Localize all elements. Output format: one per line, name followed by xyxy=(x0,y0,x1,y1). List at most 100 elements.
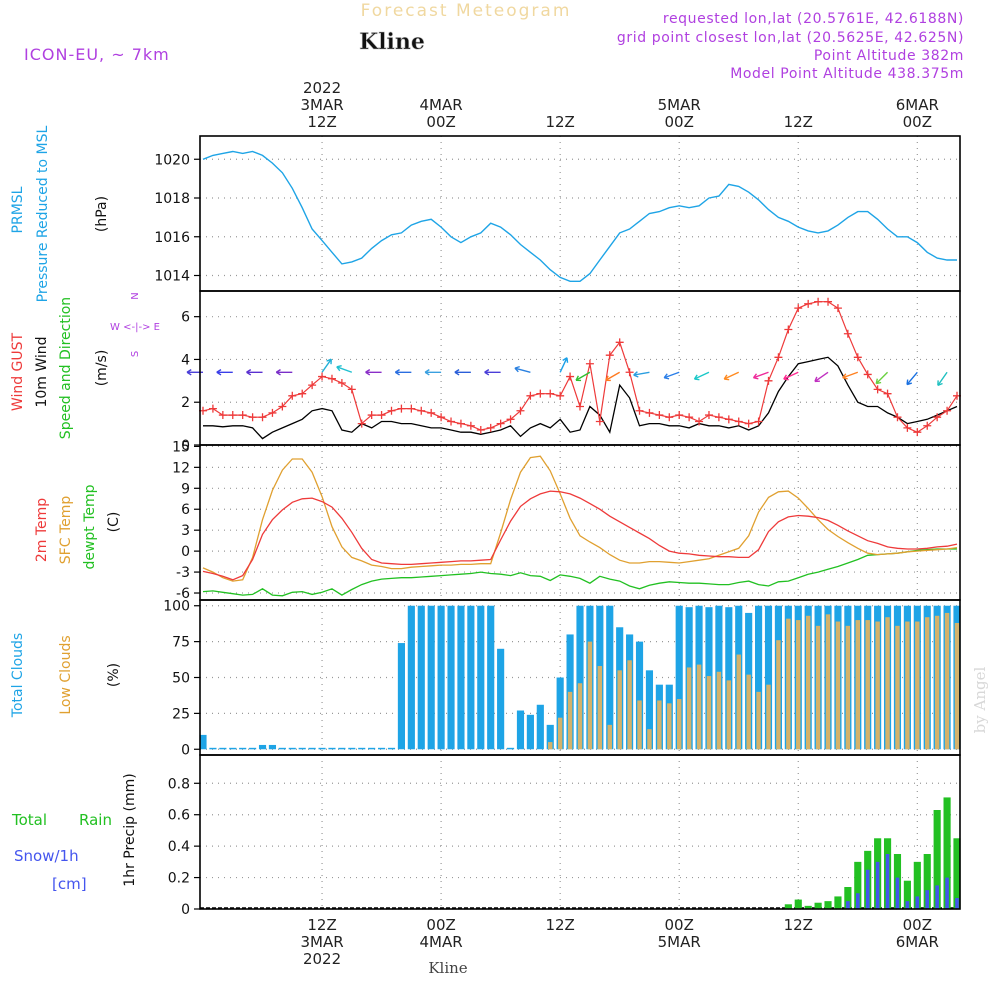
wind-direction-arrow xyxy=(814,371,829,383)
low-clouds-bar xyxy=(925,617,930,750)
gust-marker xyxy=(883,389,892,398)
compass-ew: W <-|-> E xyxy=(110,322,160,333)
total-clouds-bar xyxy=(199,734,207,750)
wind-label: 10m Wind xyxy=(34,336,50,407)
temp2m-line xyxy=(202,490,958,581)
wind-arrow-head xyxy=(783,374,789,381)
wind-direction-arrow xyxy=(723,371,740,380)
wind-arrow-head xyxy=(663,373,670,380)
wind-arrow-head xyxy=(633,371,639,378)
low-clouds-bar xyxy=(845,625,851,750)
gust-marker xyxy=(288,391,297,400)
gust-marker xyxy=(754,417,763,426)
time-label-bottom: 00Z xyxy=(426,916,455,934)
gust-marker xyxy=(447,417,456,426)
snow-bar xyxy=(915,896,920,909)
gust-marker xyxy=(437,413,446,422)
total-clouds-bar xyxy=(427,605,435,750)
low-clouds-label: Low Clouds xyxy=(58,635,74,714)
y-tick-label: 1016 xyxy=(154,230,190,246)
low-clouds-bar xyxy=(617,670,622,750)
gust-marker xyxy=(605,351,614,360)
pressure-label-1: PRMSL xyxy=(10,186,26,233)
wind-unit: (m/s) xyxy=(94,350,110,387)
rain-bar xyxy=(824,901,832,909)
wind-arrow-head xyxy=(842,373,848,380)
total-clouds-bar xyxy=(338,747,346,750)
gust-marker xyxy=(397,404,406,413)
pressure-line xyxy=(202,150,957,282)
snow-bar xyxy=(875,861,880,909)
time-label-bottom: 4MAR xyxy=(420,933,463,951)
low-clouds-bar xyxy=(786,618,791,750)
y-tick-label: -6 xyxy=(176,586,190,602)
rain-bar xyxy=(804,905,812,909)
total-clouds-bar xyxy=(387,747,396,750)
low-clouds-bar xyxy=(696,664,702,750)
wind-arrow-head xyxy=(937,380,943,387)
total-clouds-bar xyxy=(536,704,544,750)
time-label-bottom: 5MAR xyxy=(658,933,701,951)
gust-marker xyxy=(764,376,773,385)
time-label-bottom: 12Z xyxy=(545,916,574,934)
gust-marker xyxy=(566,372,575,381)
wind-arrow-head xyxy=(326,358,332,365)
rain-bar xyxy=(943,797,951,909)
model-name: ICON-EU, ~ 7km xyxy=(24,45,170,64)
wind-arrow-head xyxy=(605,375,611,382)
location-title: Kline xyxy=(359,29,425,55)
wind-direction-arrow xyxy=(694,371,710,380)
snow-bar xyxy=(935,885,939,909)
y-tick-label: 15 xyxy=(172,439,190,455)
time-label-top: 4MAR xyxy=(420,96,463,114)
snow-bar xyxy=(905,901,910,909)
gust-marker xyxy=(655,411,664,420)
gust-marker xyxy=(665,413,674,422)
low-clouds-bar xyxy=(686,667,692,750)
low-clouds-bar xyxy=(855,620,861,750)
gust-marker xyxy=(496,419,505,428)
time-label-top: 2022 xyxy=(303,79,341,97)
wind-arrow-head xyxy=(693,374,700,381)
gust-marker xyxy=(387,406,396,415)
gust-marker xyxy=(556,391,565,400)
snow-bar xyxy=(856,893,860,909)
wind-arrow-head xyxy=(216,369,222,376)
low-clouds-bar xyxy=(825,614,831,750)
total-clouds-bar xyxy=(447,605,455,750)
gust-marker xyxy=(536,389,545,398)
rain-bar xyxy=(854,861,862,909)
y-tick-label: 50 xyxy=(172,671,190,687)
wind-arrow-head xyxy=(562,357,569,363)
total-clouds-bar xyxy=(348,747,356,750)
low-clouds-bar xyxy=(637,700,642,750)
gust-marker xyxy=(635,406,644,415)
gust-marker xyxy=(327,374,336,383)
total-clouds-bar xyxy=(328,747,336,750)
y-tick-label: 2 xyxy=(181,395,190,411)
total-clouds-bar xyxy=(526,714,534,750)
gust-marker xyxy=(774,353,783,362)
y-tick-label: 1014 xyxy=(154,269,190,285)
gust-marker xyxy=(208,404,217,413)
rain-bar xyxy=(953,838,961,909)
total-clouds-bar xyxy=(437,605,445,750)
low-clouds-bar xyxy=(746,674,751,750)
wind-direction-arrow xyxy=(336,366,353,373)
wind-direction-arrow xyxy=(605,371,621,381)
sfc-temp-line xyxy=(202,455,958,582)
y-tick-label: 12 xyxy=(172,460,190,476)
y-tick-label: 3 xyxy=(181,523,190,539)
dewpt-label: dewpt Temp xyxy=(82,484,98,569)
direction-label: Speed and Direction xyxy=(58,297,74,439)
wind-arrow-head xyxy=(575,375,582,382)
total-clouds-bar xyxy=(358,747,366,750)
total-clouds-label: Total Clouds xyxy=(10,633,26,718)
wind-arrow-head xyxy=(484,369,490,376)
snow-label: Snow/1h xyxy=(14,847,79,865)
wind-arrow-head xyxy=(752,373,759,380)
time-label-bottom: 12Z xyxy=(307,916,336,934)
wind-direction-arrow xyxy=(937,371,948,386)
gust-marker xyxy=(546,389,555,398)
gust-marker xyxy=(337,378,346,387)
